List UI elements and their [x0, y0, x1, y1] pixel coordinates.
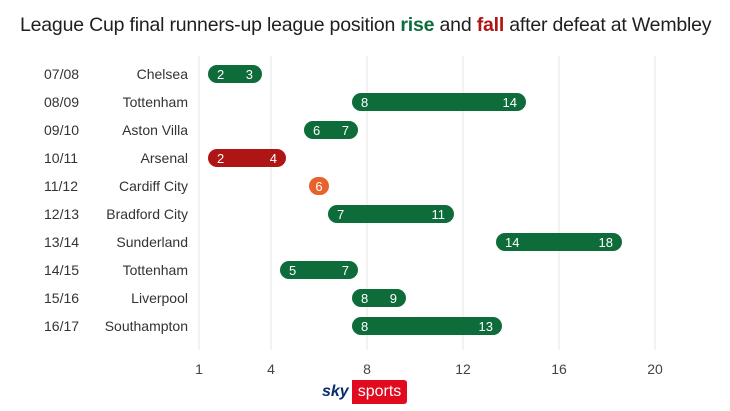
season-label: 11/12: [44, 178, 78, 194]
x-tick-label: 16: [551, 361, 567, 377]
title-text-after: after defeat at Wembley: [504, 14, 712, 36]
team-label: Tottenham: [123, 94, 188, 110]
from-position-label: 2: [217, 67, 224, 82]
team-label: Tottenham: [123, 262, 188, 278]
to-position-label: 18: [599, 235, 613, 250]
season-label: 08/09: [44, 94, 79, 110]
logo-sky-text: sky: [319, 380, 352, 404]
team-label: Sunderland: [116, 234, 188, 250]
x-tick-label: 12: [455, 361, 471, 377]
to-position-label: 14: [503, 95, 517, 110]
chart-title: League Cup final runners-up league posit…: [20, 14, 720, 37]
to-position-label: 13: [479, 319, 493, 334]
from-position-label: 7: [337, 207, 344, 222]
from-position-label: 2: [217, 151, 224, 166]
team-label: Aston Villa: [122, 122, 188, 138]
x-tick-label: 1: [195, 361, 203, 377]
season-label: 07/08: [44, 66, 79, 82]
logo-sports-text: sports: [351, 380, 408, 404]
position-bar: [208, 149, 286, 167]
season-label: 13/14: [44, 234, 79, 250]
team-label: Bradford City: [106, 206, 188, 222]
team-label: Southampton: [105, 318, 188, 334]
x-tick-label: 8: [363, 361, 371, 377]
team-label: Cardiff City: [119, 178, 188, 194]
team-label: Arsenal: [141, 150, 188, 166]
position-bar: [352, 289, 406, 307]
to-position-label: 4: [270, 151, 277, 166]
title-fall-word: fall: [476, 14, 505, 36]
to-position-label: 9: [390, 291, 397, 306]
from-position-label: 6: [313, 123, 320, 138]
to-position-label: 7: [342, 263, 349, 278]
position-bar: [352, 317, 502, 335]
title-rise-word: rise: [400, 14, 435, 36]
sky-sports-logo: sky sports: [319, 380, 408, 404]
title-text-before: League Cup final runners-up league posit…: [20, 14, 401, 36]
position-pill: [309, 177, 329, 195]
to-position-label: 11: [432, 207, 446, 222]
season-label: 10/11: [44, 150, 78, 166]
position-label: 6: [315, 179, 322, 194]
from-position-label: 8: [361, 95, 368, 110]
position-bar: [328, 205, 454, 223]
x-tick-label: 4: [267, 361, 275, 377]
to-position-label: 7: [342, 123, 349, 138]
season-label: 15/16: [44, 290, 79, 306]
from-position-label: 5: [289, 263, 296, 278]
position-bar: [208, 65, 262, 83]
team-label: Liverpool: [131, 290, 188, 306]
position-bar: [496, 233, 622, 251]
from-position-label: 8: [361, 319, 368, 334]
from-position-label: 8: [361, 291, 368, 306]
season-label: 14/15: [44, 262, 79, 278]
season-label: 16/17: [44, 318, 79, 334]
to-position-label: 3: [246, 67, 253, 82]
team-label: Chelsea: [137, 66, 189, 82]
position-bar: [304, 121, 358, 139]
position-bar: [352, 93, 526, 111]
from-position-label: 14: [505, 235, 519, 250]
season-label: 09/10: [44, 122, 79, 138]
season-label: 12/13: [44, 206, 79, 222]
title-text-middle: and: [434, 14, 477, 36]
position-bar: [280, 261, 358, 279]
x-tick-label: 20: [647, 361, 663, 377]
